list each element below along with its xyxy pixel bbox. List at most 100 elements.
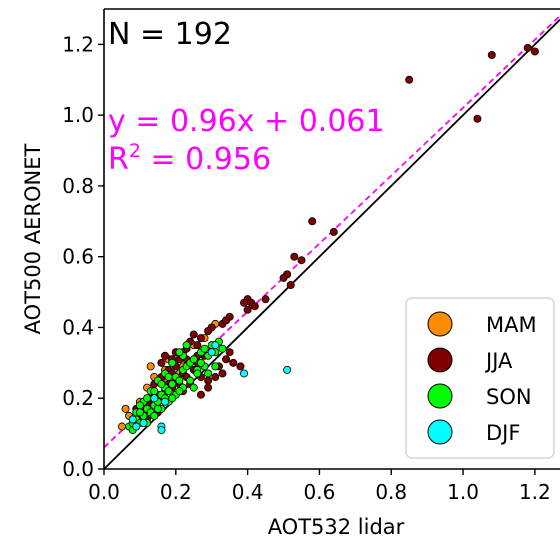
- data-point-jja: [250, 302, 259, 311]
- data-point-son: [175, 387, 184, 396]
- legend-marker-mam: [427, 311, 453, 337]
- data-point-son: [189, 383, 198, 392]
- data-point-son: [135, 408, 144, 417]
- x-tick-label: 1.0: [447, 480, 479, 504]
- data-point-son: [168, 380, 177, 389]
- y-tick-label: 1.0: [62, 103, 94, 127]
- data-point-jja: [229, 358, 238, 367]
- legend-label-jja: JJA: [484, 349, 513, 373]
- data-point-son: [164, 387, 173, 396]
- data-point-jja: [329, 227, 338, 236]
- data-point-jja: [236, 362, 245, 371]
- data-point-son: [186, 376, 195, 385]
- data-point-djf: [240, 369, 249, 378]
- data-point-jja: [523, 43, 532, 52]
- data-point-djf: [139, 418, 148, 427]
- data-point-jja: [222, 355, 231, 364]
- data-point-son: [218, 344, 227, 353]
- data-point-son: [189, 355, 198, 364]
- data-point-son: [200, 344, 209, 353]
- data-point-son: [164, 372, 173, 381]
- data-point-jja: [240, 298, 249, 307]
- data-point-jja: [204, 383, 213, 392]
- x-axis-label: AOT532 lidar: [268, 515, 405, 539]
- data-point-jja: [225, 348, 234, 357]
- x-tick-label: 1.2: [519, 480, 551, 504]
- data-point-son: [193, 369, 202, 378]
- data-point-djf: [207, 348, 216, 357]
- y-tick-label: 1.2: [62, 32, 94, 56]
- x-tick-label: 0.8: [375, 480, 407, 504]
- r-squared-label: R2 = 0.956: [108, 140, 271, 177]
- y-tick-label: 0.4: [62, 315, 94, 339]
- data-point-mam: [117, 422, 126, 431]
- y-tick-label: 0.0: [62, 457, 94, 481]
- data-point-jja: [204, 376, 213, 385]
- data-point-jja: [204, 326, 213, 335]
- legend-marker-jja: [427, 347, 453, 373]
- data-point-djf: [150, 394, 159, 403]
- data-point-son: [175, 376, 184, 385]
- data-point-jja: [297, 256, 306, 265]
- data-point-son: [153, 404, 162, 413]
- data-point-son: [150, 411, 159, 420]
- data-point-djf: [157, 426, 166, 435]
- data-point-jja: [193, 341, 202, 350]
- y-axis-label: AOT500 AERONET: [21, 143, 45, 334]
- legend-label-mam: MAM: [486, 313, 537, 337]
- data-point-djf: [283, 365, 292, 374]
- data-point-djf: [128, 415, 137, 424]
- x-tick-label: 0.4: [232, 480, 264, 504]
- x-tick-label: 0.6: [304, 480, 336, 504]
- data-point-jja: [243, 305, 252, 314]
- legend: MAM JJA SON DJF: [405, 297, 555, 459]
- y-tick-label: 0.8: [62, 174, 94, 198]
- data-point-jja: [189, 330, 198, 339]
- axes: [103, 8, 560, 470]
- data-point-jja: [222, 316, 231, 325]
- data-point-jja: [405, 75, 414, 84]
- regression-equation-label: y = 0.96x + 0.061: [108, 104, 385, 139]
- legend-box: [405, 297, 555, 459]
- data-point-son: [135, 401, 144, 410]
- data-point-jja: [157, 358, 166, 367]
- data-point-jja: [286, 280, 295, 289]
- y-tick-label: 0.2: [62, 386, 94, 410]
- data-point-jja: [196, 334, 205, 343]
- legend-marker-son: [427, 383, 453, 409]
- data-point-son: [168, 358, 177, 367]
- sample-count-label: N = 192: [108, 17, 232, 52]
- data-point-jja: [261, 295, 270, 304]
- legend-marker-djf: [427, 419, 453, 445]
- data-point-jja: [196, 390, 205, 399]
- data-point-djf: [211, 341, 220, 350]
- r-squared-superscript: 2: [129, 140, 141, 162]
- x-tick-label: 0.0: [88, 480, 120, 504]
- data-point-mam: [121, 404, 130, 413]
- data-point-jja: [473, 114, 482, 123]
- data-point-jja: [279, 273, 288, 282]
- data-point-jja: [161, 351, 170, 360]
- data-point-son: [150, 387, 159, 396]
- data-point-jja: [290, 252, 299, 261]
- legend-label-djf: DJF: [486, 421, 520, 445]
- x-tick-label: 0.2: [160, 480, 192, 504]
- r-squared-suffix: = 0.956: [141, 142, 271, 177]
- y-tick-label: 0.6: [62, 245, 94, 269]
- data-point-son: [204, 369, 213, 378]
- data-point-son: [143, 394, 152, 403]
- data-point-son: [175, 348, 184, 357]
- data-point-jja: [530, 47, 539, 56]
- data-point-jja: [218, 369, 227, 378]
- data-point-jja: [211, 372, 220, 381]
- data-point-son: [157, 380, 166, 389]
- legend-label-son: SON: [486, 385, 532, 409]
- data-point-son: [211, 362, 220, 371]
- r-squared-prefix: R: [108, 142, 129, 177]
- data-point-son: [168, 394, 177, 403]
- axis-ticks: 0.0 0.2 0.4 0.6 0.8 1.0 1.2 0.0 0.2 0.4 0.6 0.8 1.0 1…: [62, 32, 551, 504]
- data-point-djf: [132, 422, 141, 431]
- data-point-djf: [161, 397, 170, 406]
- data-points-layer: [117, 43, 539, 435]
